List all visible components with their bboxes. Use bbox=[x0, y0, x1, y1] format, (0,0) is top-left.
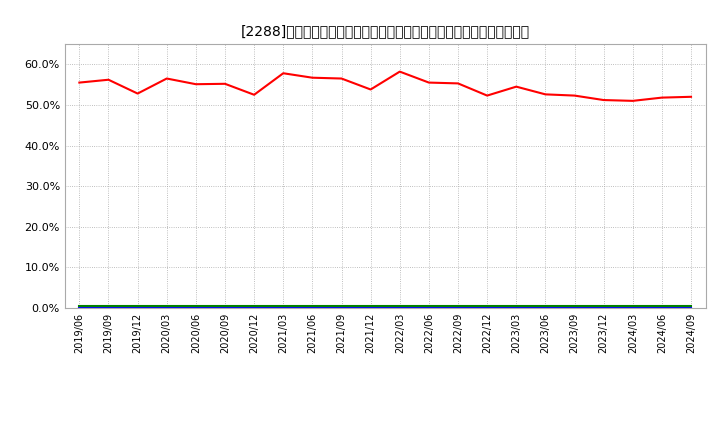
自己資本 bbox=[163, 76, 171, 81]
自己資本 bbox=[454, 81, 462, 86]
自己資本 bbox=[366, 87, 375, 92]
繰延税金資産 bbox=[599, 303, 608, 308]
繰延税金資産 bbox=[570, 303, 579, 308]
Title: [2288]　自己資本、のれん、繰延税金資産の総資産に対する比率の推移: [2288] 自己資本、のれん、繰延税金資産の総資産に対する比率の推移 bbox=[240, 25, 530, 39]
のれん bbox=[395, 305, 404, 310]
自己資本 bbox=[104, 77, 113, 82]
繰延税金資産 bbox=[483, 303, 492, 308]
のれん bbox=[308, 305, 317, 310]
のれん bbox=[541, 305, 550, 310]
繰延税金資産 bbox=[308, 303, 317, 308]
自己資本 bbox=[687, 94, 696, 99]
自己資本 bbox=[657, 95, 666, 100]
繰延税金資産 bbox=[250, 303, 258, 308]
自己資本 bbox=[308, 75, 317, 81]
自己資本 bbox=[570, 93, 579, 98]
繰延税金資産 bbox=[366, 303, 375, 308]
自己資本 bbox=[337, 76, 346, 81]
自己資本 bbox=[75, 80, 84, 85]
自己資本 bbox=[220, 81, 229, 86]
のれん bbox=[104, 305, 113, 310]
のれん bbox=[337, 305, 346, 310]
のれん bbox=[687, 305, 696, 310]
自己資本 bbox=[599, 97, 608, 103]
繰延税金資産 bbox=[657, 303, 666, 308]
のれん bbox=[192, 305, 200, 310]
自己資本 bbox=[279, 70, 287, 76]
自己資本 bbox=[629, 98, 637, 103]
のれん bbox=[599, 305, 608, 310]
自己資本 bbox=[395, 69, 404, 74]
のれん bbox=[250, 305, 258, 310]
繰延税金資産 bbox=[337, 303, 346, 308]
繰延税金資産 bbox=[541, 303, 550, 308]
自己資本 bbox=[483, 93, 492, 98]
のれん bbox=[163, 305, 171, 310]
自己資本 bbox=[425, 80, 433, 85]
自己資本 bbox=[541, 92, 550, 97]
繰延税金資産 bbox=[454, 303, 462, 308]
のれん bbox=[512, 305, 521, 310]
自己資本 bbox=[133, 91, 142, 96]
繰延税金資産 bbox=[512, 303, 521, 308]
のれん bbox=[657, 305, 666, 310]
繰延税金資産 bbox=[629, 303, 637, 308]
繰延税金資産 bbox=[104, 303, 113, 308]
のれん bbox=[454, 305, 462, 310]
自己資本 bbox=[250, 92, 258, 97]
繰延税金資産 bbox=[133, 303, 142, 308]
繰延税金資産 bbox=[75, 303, 84, 308]
繰延税金資産 bbox=[395, 303, 404, 308]
繰延税金資産 bbox=[163, 303, 171, 308]
繰延税金資産 bbox=[220, 303, 229, 308]
自己資本 bbox=[192, 81, 200, 87]
のれん bbox=[629, 305, 637, 310]
繰延税金資産 bbox=[425, 303, 433, 308]
繰延税金資産 bbox=[687, 303, 696, 308]
のれん bbox=[483, 305, 492, 310]
のれん bbox=[366, 305, 375, 310]
のれん bbox=[425, 305, 433, 310]
のれん bbox=[279, 305, 287, 310]
繰延税金資産 bbox=[192, 303, 200, 308]
のれん bbox=[133, 305, 142, 310]
のれん bbox=[220, 305, 229, 310]
自己資本 bbox=[512, 84, 521, 89]
のれん bbox=[75, 305, 84, 310]
Line: 自己資本: 自己資本 bbox=[79, 72, 691, 101]
繰延税金資産 bbox=[279, 303, 287, 308]
のれん bbox=[570, 305, 579, 310]
